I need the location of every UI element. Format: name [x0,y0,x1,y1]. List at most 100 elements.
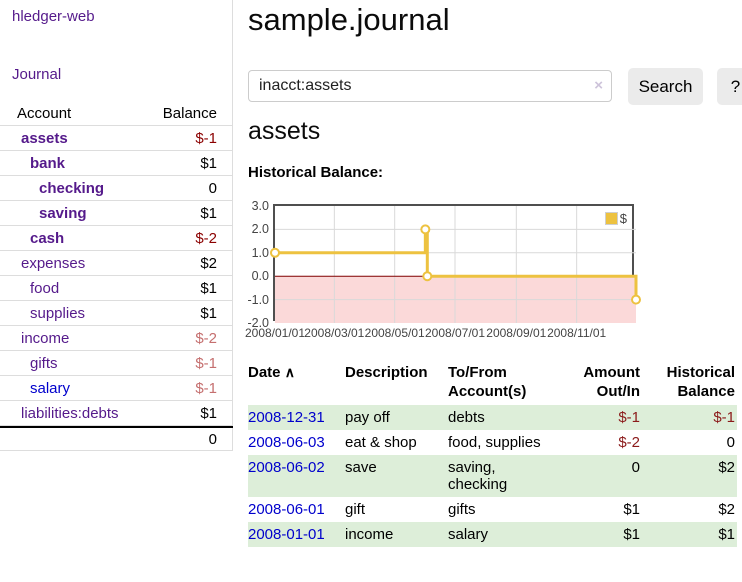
register-header-amount-line2: Out/In [596,383,640,400]
register-header-row: Date ∧ Description To/From Account(s) Am… [248,361,737,405]
transaction-balance: 0 [726,434,735,451]
account-row: expenses $2 [0,251,233,276]
transaction-accounts: debts [448,405,560,430]
page-title: sample.journal [248,2,450,37]
account-row: supplies $1 [0,301,233,326]
account-balance: $1 [146,151,233,176]
transaction-date-link[interactable]: 2008-06-02 [248,459,325,476]
x-tick-label: 2008/05/01 [364,326,425,340]
chart-plot-area: $ [270,204,641,323]
transaction-accounts: gifts [448,501,476,518]
account-link-cash[interactable]: cash [30,229,65,247]
sidebar: hledger-web Journal Account Balance asse… [0,0,233,451]
account-balance: $-1 [146,376,233,401]
account-link-checking[interactable]: checking [39,179,105,197]
register-header-amount-line1: Amount [583,364,640,381]
account-row: saving $1 [0,201,233,226]
register-row[interactable]: 2008-06-02 save saving, checking 0 $2 [248,455,737,497]
transaction-amount: $-2 [618,434,640,451]
register-header-amount: Amount Out/In [560,361,642,405]
y-tick-label: 3.0 [251,199,269,213]
accounts-header-account: Account [0,101,147,126]
account-balance: 0 [146,176,233,201]
register-row[interactable]: 2008-06-01 gift gifts $1 $2 [248,497,737,522]
y-tick-label: -2.0 [247,316,269,330]
account-balance: $-1 [146,126,233,151]
register-header-accounts-line2: Account(s) [448,383,527,400]
x-tick-label: 2008/03/01 [304,326,365,340]
x-tick-label: 2008/11/01 [547,326,607,340]
account-row: salary $-1 [0,376,233,401]
account-link-income[interactable]: income [21,329,70,347]
accounts-header-row: Account Balance [0,101,233,126]
account-row: cash $-2 [0,226,233,251]
search-button[interactable]: Search [628,68,703,105]
register-header-date[interactable]: Date ∧ [248,361,345,405]
y-tick-label: 0.0 [251,269,269,284]
account-heading: assets [248,117,321,145]
account-link-assets[interactable]: assets [21,129,68,147]
chart-title: Historical Balance: [248,164,384,181]
register-row[interactable]: 2008-01-01 income salary $1 $1 [248,522,737,547]
register-header-accounts: To/From Account(s) [448,361,560,405]
account-row: bank $1 [0,151,233,176]
y-tick-label: 1.0 [251,245,269,260]
transaction-amount: $-1 [560,405,642,430]
transaction-accounts: food, supplies [448,434,541,451]
x-tick-label: 2008/01/01 [244,326,306,340]
account-balance: $1 [146,401,233,426]
account-link-expenses[interactable]: expenses [21,254,86,272]
help-button[interactable]: ? [717,68,742,105]
account-balance: $-2 [146,226,233,251]
transaction-date-link[interactable]: 2008-06-03 [248,434,325,451]
transaction-date-link[interactable]: 2008-01-01 [248,526,325,543]
transaction-accounts: salary [448,522,560,547]
search-box: × [248,70,612,102]
transaction-date-link[interactable]: 2008-12-31 [248,409,325,426]
chart-legend: $ [604,211,627,226]
transaction-description: gift [345,501,366,518]
sort-up-icon: ∧ [284,364,295,380]
register-header-description: Description [345,364,428,381]
register-row[interactable]: 2008-06-03 eat & shop food, supplies $-2 0 [248,430,737,455]
x-tick-label: 2008/09/01 [486,326,547,340]
transaction-description: pay off [345,405,448,430]
accounts-header-balance: Balance [146,101,233,126]
account-row: assets $-1 [0,126,233,151]
account-balance: $-1 [146,351,233,376]
register-table: Date ∧ Description To/From Account(s) Am… [248,361,737,547]
account-balance: $-2 [146,326,233,351]
account-balance: $1 [146,301,233,326]
register-row[interactable]: 2008-12-31 pay off debts $-1 $-1 [248,405,737,430]
register-header-date-label: Date [248,364,281,381]
clear-search-icon[interactable]: × [594,77,603,94]
register-header-balance-line2: Balance [677,383,735,400]
transaction-balance: $-1 [642,405,737,430]
account-row: food $1 [0,276,233,301]
accounts-total-value: 0 [146,426,233,451]
account-link-bank[interactable]: bank [30,154,66,172]
register-header-balance: Historical Balance [642,361,737,405]
account-link-liabilities-debts[interactable]: liabilities:debts [21,404,119,422]
account-balance: $2 [146,251,233,276]
account-link-food[interactable]: food [30,279,60,297]
sidebar-item-journal[interactable]: Journal [12,66,62,83]
account-link-gifts[interactable]: gifts [30,354,58,372]
account-link-supplies[interactable]: supplies [30,304,86,322]
app-brand-link[interactable]: hledger-web [12,8,95,25]
transaction-amount: 0 [560,455,642,497]
transaction-accounts: saving, checking [448,455,560,497]
legend-swatch-icon [604,212,618,225]
y-tick-label: 2.0 [251,222,269,237]
search-input[interactable] [248,70,612,102]
account-link-salary[interactable]: salary [30,379,71,397]
account-row: checking 0 [0,176,233,201]
account-balance: $1 [146,276,233,301]
transaction-date-link[interactable]: 2008-06-01 [248,501,325,518]
transaction-description: income [345,522,448,547]
y-tick-label: -1.0 [247,292,269,307]
register-header-balance-line1: Historical [666,364,735,381]
account-row: gifts $-1 [0,351,233,376]
account-link-saving[interactable]: saving [39,204,87,222]
chart-canvas [270,206,641,323]
